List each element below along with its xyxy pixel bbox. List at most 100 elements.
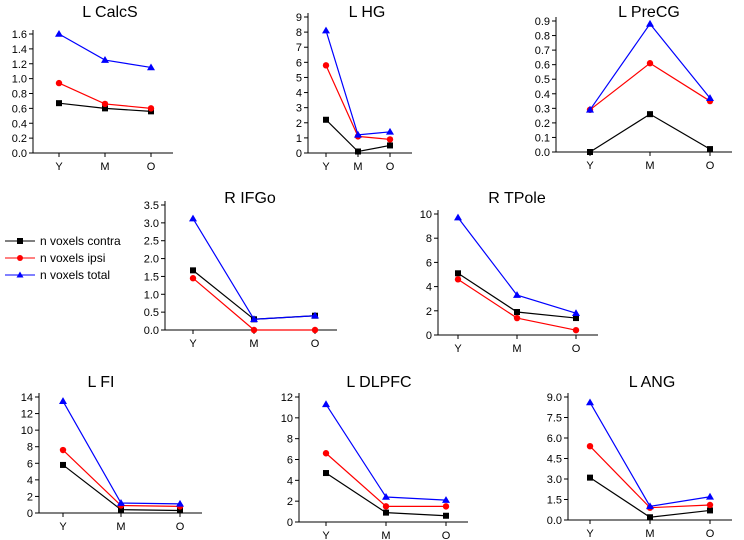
y-tick-label: 3.0 <box>547 474 562 486</box>
data-point <box>707 507 713 514</box>
y-tick-label: 0.8 <box>535 31 550 43</box>
y-tick-label: 0 <box>287 517 293 529</box>
data-point <box>311 326 319 334</box>
data-point <box>59 397 67 404</box>
series-line <box>457 278 577 331</box>
x-tick-label: M <box>645 160 654 172</box>
y-tick-label: 4 <box>287 475 293 487</box>
x-tick-label: Y <box>586 528 594 540</box>
data-point <box>383 509 389 516</box>
data-point <box>382 493 390 500</box>
y-tick-label: 4 <box>426 282 432 294</box>
y-tick-label: 8 <box>27 442 33 454</box>
data-point <box>442 496 450 503</box>
y-tick-label: 6 <box>27 458 33 470</box>
y-tick-label: 3.0 <box>144 218 159 230</box>
y-tick-label: 0.1 <box>535 132 550 144</box>
data-point <box>646 60 654 67</box>
x-tick-label: Y <box>59 521 67 533</box>
data-point <box>442 503 450 510</box>
y-tick-label: 0.2 <box>535 118 550 130</box>
data-point <box>646 19 654 27</box>
y-tick-label: 12 <box>281 392 293 404</box>
y-tick-label: 0.0 <box>12 148 27 160</box>
x-tick-label: Y <box>55 161 63 173</box>
y-tick-label: 0.3 <box>535 103 550 115</box>
y-tick-label: 1.2 <box>12 59 27 71</box>
series-line <box>192 269 316 320</box>
y-tick-label: 0 <box>296 148 302 160</box>
x-tick-label: O <box>442 530 451 540</box>
data-point <box>706 501 714 509</box>
data-point <box>147 105 155 112</box>
chart-panel: L DLPFC 0 2 4 6 8 10 12 Y M O <box>281 374 468 540</box>
data-point <box>190 267 196 274</box>
chart-title: L FI <box>88 374 115 391</box>
y-tick-label: 6 <box>287 455 293 467</box>
y-tick-label: 4.5 <box>547 454 562 466</box>
data-point <box>513 314 521 322</box>
data-point <box>387 142 393 149</box>
series-line <box>192 218 316 320</box>
data-point <box>647 111 653 118</box>
x-tick-label: O <box>311 338 320 350</box>
y-tick-label: 12 <box>21 409 33 421</box>
data-point <box>60 461 66 468</box>
data-point <box>646 502 654 510</box>
y-tick-label: 2 <box>296 118 302 130</box>
chart-title: L CalcS <box>82 4 137 21</box>
data-point <box>101 56 109 63</box>
data-point <box>189 275 197 282</box>
series-line <box>457 217 577 314</box>
y-tick-label: 6.0 <box>547 433 562 445</box>
x-tick-label: M <box>512 343 521 355</box>
y-tick-label: 0.8 <box>12 89 27 101</box>
chart-panel: L FI 0 2 4 6 8 10 12 14 Y M O <box>21 374 202 533</box>
x-tick-label: M <box>249 338 258 350</box>
y-tick-label: 10 <box>21 425 33 437</box>
data-point <box>514 309 520 316</box>
data-point <box>355 148 361 155</box>
data-point <box>55 79 63 87</box>
y-tick-label: 0.2 <box>12 133 27 145</box>
data-point <box>189 214 197 222</box>
x-tick-label: Y <box>322 530 330 540</box>
chart-title: L ANG <box>629 374 676 391</box>
data-point <box>454 213 462 221</box>
x-tick-label: Y <box>189 338 197 350</box>
y-tick-label: 0.6 <box>535 60 550 72</box>
y-tick-label: 2 <box>426 306 432 318</box>
legend-label-contra: n voxels contra <box>40 234 121 248</box>
data-point <box>587 474 593 481</box>
data-point <box>586 398 594 406</box>
y-tick-label: 0 <box>426 330 432 342</box>
data-point <box>386 127 394 135</box>
chart-panel: L ANG 0.0 1.5 3.0 4.5 6.0 7.5 9.0 Y M O <box>547 374 732 540</box>
y-tick-label: 0.9 <box>535 16 550 28</box>
data-point <box>454 276 462 283</box>
data-point <box>706 94 714 101</box>
legend-item-contra: n voxels contra <box>5 234 121 248</box>
legend-item-ipsi: n voxels ipsi <box>5 251 105 265</box>
y-tick-label: 8 <box>296 27 302 39</box>
data-point <box>102 105 108 112</box>
x-tick-label: M <box>116 521 125 533</box>
data-point <box>322 26 330 34</box>
y-tick-label: 0.5 <box>535 74 550 86</box>
data-point <box>322 450 330 457</box>
series-line <box>589 402 711 507</box>
data-point <box>354 130 362 138</box>
y-tick-label: 0.4 <box>535 89 550 101</box>
data-point <box>443 512 449 519</box>
y-tick-label: 3.5 <box>144 200 159 212</box>
y-tick-label: 10 <box>420 209 432 221</box>
legend-label-total: n voxels total <box>40 268 110 282</box>
x-tick-label: O <box>176 521 185 533</box>
data-point <box>323 470 329 477</box>
chart-panel: L HG 0 1 2 3 4 5 6 7 8 9 Y M O <box>296 4 412 173</box>
data-point <box>455 270 461 277</box>
data-point <box>382 503 390 510</box>
data-point <box>706 492 714 500</box>
y-tick-label: 3 <box>296 103 302 115</box>
